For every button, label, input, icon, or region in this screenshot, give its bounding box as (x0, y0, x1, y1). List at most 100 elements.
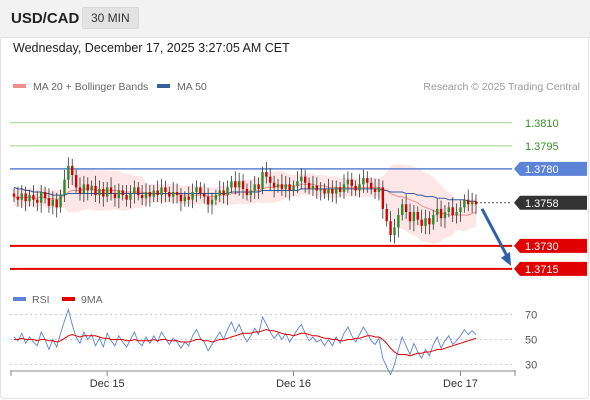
legend-swatch (13, 84, 26, 88)
candle (222, 190, 225, 196)
candle (125, 195, 128, 200)
candle (303, 176, 307, 183)
candle (346, 179, 350, 185)
bollinger-band (14, 164, 476, 244)
candle (24, 193, 27, 202)
credit-text: Research © 2025 Trading Central (423, 81, 580, 93)
candle (280, 184, 284, 189)
candle (55, 199, 58, 208)
x-tick-label: Dec 15 (90, 378, 125, 390)
rsi-legend-swatch (62, 297, 75, 301)
interval-button[interactable]: 30 MIN (82, 7, 139, 29)
ma50-line (13, 186, 476, 202)
candle (311, 185, 315, 189)
candle (20, 193, 23, 200)
candle (71, 165, 74, 176)
rsi-tick-label: 70 (525, 310, 537, 322)
candle (265, 172, 268, 177)
candle (137, 187, 140, 196)
candle (230, 181, 233, 188)
candle (152, 190, 155, 197)
level-label-1.3810: 1.3810 (525, 118, 559, 130)
candle (377, 187, 381, 192)
candle (261, 172, 264, 189)
level-tag-1.3780 (514, 161, 587, 176)
candle (171, 192, 175, 197)
candle (385, 208, 388, 222)
candle (214, 195, 218, 200)
candle (373, 188, 377, 192)
level-label-1.3795: 1.3795 (525, 141, 559, 153)
candle (397, 215, 400, 228)
candle (331, 188, 334, 194)
candle (323, 188, 326, 194)
candle (424, 218, 427, 226)
forecast-arrow-shaft (480, 208, 510, 259)
candle (67, 165, 70, 180)
candle (245, 188, 249, 196)
candle (428, 218, 431, 225)
candle (191, 192, 194, 200)
candle (237, 181, 241, 188)
candle (94, 185, 97, 196)
candle (474, 201, 478, 205)
candle (105, 187, 109, 197)
candle (144, 192, 148, 199)
candle (416, 212, 419, 220)
candle (28, 195, 31, 202)
candle (133, 187, 136, 194)
candle (203, 193, 206, 197)
level-tag-1.3730 (514, 238, 587, 253)
candle (369, 182, 373, 189)
candle (82, 184, 86, 194)
rsi-legend-label: 9MA (81, 294, 103, 306)
candle (350, 179, 353, 186)
candle (439, 208, 443, 219)
candle (443, 212, 447, 219)
candle (160, 187, 163, 196)
candle (47, 198, 51, 206)
forecast-arrow-head (501, 251, 511, 266)
candle (296, 181, 299, 186)
candle (420, 219, 423, 226)
candle (51, 199, 55, 206)
legend-label: MA 50 (177, 81, 207, 93)
level-label-1.3715: 1.3715 (525, 264, 559, 276)
rsi-tick-label: 50 (525, 335, 537, 347)
candle (187, 196, 190, 200)
candle (432, 215, 435, 225)
candle (366, 178, 369, 183)
candle (257, 184, 260, 189)
candle (292, 185, 295, 191)
candle (342, 184, 346, 192)
candle (307, 182, 311, 189)
candle (327, 188, 330, 194)
candle (86, 184, 89, 191)
candle (451, 207, 454, 216)
candle (16, 196, 20, 200)
candle (140, 195, 144, 199)
candle (319, 188, 322, 191)
candle (288, 184, 291, 191)
candle (156, 190, 159, 196)
candle (401, 204, 404, 216)
rsi-legend-label: RSI (32, 294, 50, 306)
level-label-1.3758: 1.3758 (525, 198, 559, 210)
candle (129, 193, 132, 200)
candle (408, 212, 412, 222)
candle (467, 199, 470, 205)
candle (113, 193, 117, 199)
candle (98, 188, 101, 196)
candle (175, 192, 179, 196)
candle (206, 196, 210, 205)
candle (210, 199, 214, 205)
candle (463, 199, 466, 208)
candle (164, 187, 167, 192)
candle (109, 187, 113, 194)
x-tick-label: Dec 17 (443, 378, 478, 390)
candle (404, 204, 408, 212)
candle (272, 182, 276, 188)
candle (117, 190, 121, 199)
candle (43, 192, 47, 199)
